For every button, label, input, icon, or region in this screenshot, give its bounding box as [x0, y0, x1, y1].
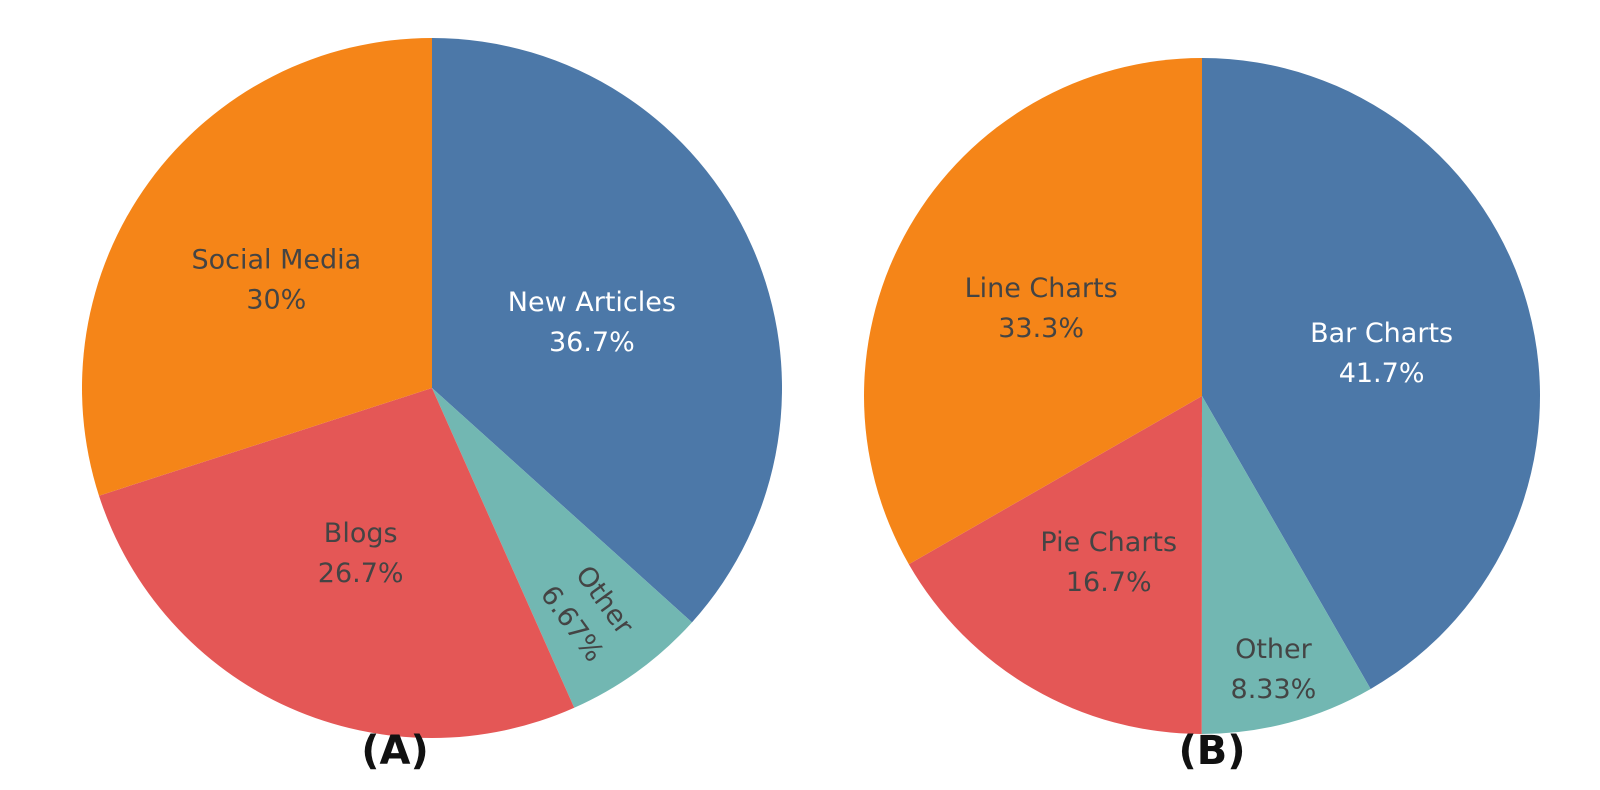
- pie-chart-a: New Articles 36.7%Other6.67%Blogs 26.7%Soc…: [82, 38, 782, 738]
- slice-label-line-charts: Line Charts 33.3%: [965, 273, 1118, 344]
- slice-category-label: Blogs: [324, 518, 398, 549]
- slice-category-label: Social Media: [191, 245, 361, 276]
- slice-percent-label: 30%: [246, 285, 306, 316]
- pie-slice-other: [1201, 396, 1371, 735]
- slice-category-label: Pie Charts: [1040, 527, 1177, 558]
- slice-category-label: New Articles: [508, 287, 676, 318]
- slice-label-bar-charts: Bar Charts 41.7%: [1310, 318, 1453, 389]
- pie-chart-b: Bar Charts 41.7% Other 8.33% Pie Charts 16.7%…: [863, 58, 1541, 735]
- pie-slice-pie-charts: [908, 396, 1202, 734]
- slice-percent-label: 33.3%: [998, 313, 1084, 344]
- slice-label-social-media: Social Media 30%: [191, 245, 361, 316]
- slice-percent-label: 16.7%: [1066, 567, 1152, 598]
- slice-percent-label: 8.33%: [1231, 674, 1317, 705]
- slice-label-blogs: Blogs 26.7%: [318, 518, 404, 589]
- slice-label-pie-charts: Pie Charts 16.7%: [1040, 527, 1177, 598]
- slice-category-label: Line Charts: [965, 273, 1118, 304]
- pie-slice-line-charts: [863, 58, 1202, 565]
- slice-percent-label: 26.7%: [318, 558, 404, 589]
- slice-label-other: Other 8.33%: [1231, 634, 1317, 705]
- pie-slice-social-media: [82, 38, 433, 496]
- pie-slice-bar-charts: [1202, 58, 1541, 689]
- pie-slice-blogs: [98, 388, 575, 738]
- slice-category-label: Bar Charts: [1310, 318, 1453, 349]
- slice-percent-label: 41.7%: [1339, 358, 1425, 389]
- panel-label-a: (A): [361, 728, 429, 774]
- slice-percent-label: 36.7%: [549, 327, 635, 358]
- slice-category-label: Other: [1235, 634, 1313, 665]
- panel-label-b: (B): [1178, 728, 1245, 774]
- pie-slice-other: [432, 388, 692, 708]
- pie-slice-new-articles: [432, 38, 782, 623]
- slice-label-new-articles: New Articles 36.7%: [508, 287, 676, 358]
